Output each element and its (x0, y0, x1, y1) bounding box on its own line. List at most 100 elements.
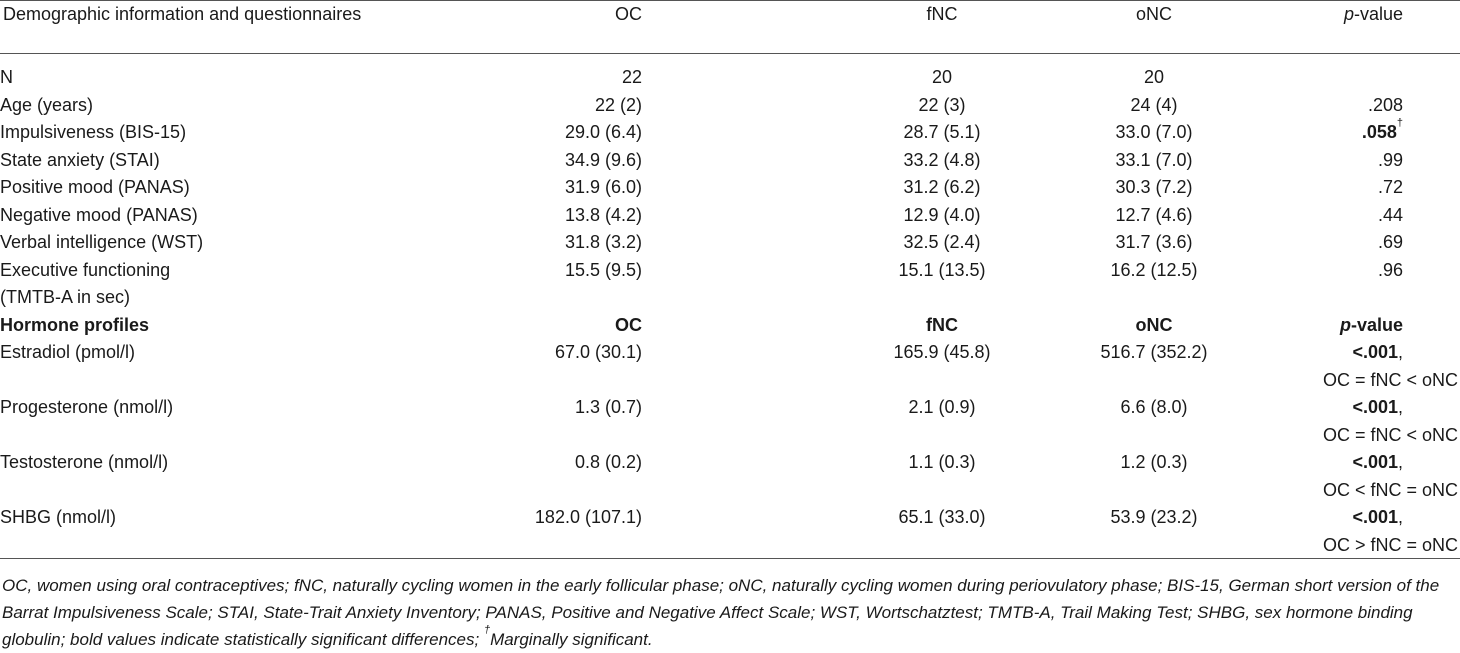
cell-p: <.001, OC > fNC = oNC (1256, 504, 1460, 561)
header-onc: oNC (1042, 0, 1256, 54)
p-value-bold: <.001 (1352, 507, 1398, 527)
table-row: Verbal intelligence (WST) 31.8 (3.2) 32.… (0, 229, 1460, 257)
table-header-row: Demographic information and questionnair… (0, 0, 1460, 54)
cell-onc: 16.2 (12.5) (1110, 259, 1198, 280)
section-header-onc: oNC (1135, 314, 1173, 335)
row-label: Age (years) (0, 94, 94, 115)
p-comparison: OC < fNC = oNC (1322, 479, 1458, 500)
cell-p: .208 (1367, 94, 1403, 115)
cell-onc: 20 (1143, 67, 1165, 87)
cell-fnc: 33.2 (4.8) (903, 149, 981, 170)
cell-oc: 15.5 (9.5) (564, 259, 642, 280)
cell-p: .44 (1377, 204, 1403, 225)
cell-p: .96 (1377, 259, 1403, 280)
header-fnc: fNC (842, 0, 1042, 54)
cell-onc: 33.1 (7.0) (1115, 149, 1193, 170)
section-header-row: Hormone profiles OC fNC oNC p-value (0, 312, 1460, 340)
demographics-table: Demographic information and questionnair… (0, 0, 1460, 561)
cell-fnc: 165.9 (45.8) (893, 342, 991, 362)
cell-p: .058† (1256, 117, 1460, 147)
row-label: Progesterone (nmol/l) (0, 397, 174, 417)
cell-fnc: 31.2 (6.2) (903, 177, 981, 197)
cell-onc: 31.7 (3.6) (1115, 232, 1193, 252)
header-p-value: p-value (1256, 0, 1460, 54)
cell-oc: 31.8 (3.2) (564, 232, 642, 252)
table-row: Progesterone (nmol/l) 1.3 (0.7) 2.1 (0.9… (0, 394, 1460, 449)
table-row: Estradiol (pmol/l) 67.0 (30.1) 165.9 (45… (0, 339, 1460, 394)
cell-oc: 34.9 (9.6) (564, 149, 642, 170)
cell-fnc: 1.1 (0.3) (908, 452, 976, 472)
cell-onc: 33.0 (7.0) (1115, 122, 1193, 142)
p-value-bold: .058 (1361, 122, 1397, 142)
p-value-bold: <.001 (1352, 397, 1398, 417)
table-row: Impulsiveness (BIS-15) 29.0 (6.4) 28.7 (… (0, 117, 1460, 147)
row-label: Verbal intelligence (WST) (0, 232, 204, 252)
table-row: Executive functioning (TMTB-A in sec) 15.… (0, 257, 1460, 312)
header-demographics: Demographic information and questionnair… (0, 0, 402, 54)
table-row: SHBG (nmol/l) 182.0 (107.1) 65.1 (33.0) … (0, 504, 1460, 561)
cell-onc: 30.3 (7.2) (1115, 177, 1193, 197)
cell-fnc: 12.9 (4.0) (903, 204, 981, 225)
cell-oc: 13.8 (4.2) (564, 204, 642, 225)
cell-fnc: 32.5 (2.4) (903, 232, 981, 252)
table-row: Positive mood (PANAS) 31.9 (6.0) 31.2 (6… (0, 174, 1460, 202)
row-label: Positive mood (PANAS) (0, 177, 190, 197)
footnote-dagger: † (483, 624, 491, 636)
section-hormone-profiles: Hormone profiles (0, 314, 150, 335)
table-row: N 22 20 20 (0, 54, 1460, 92)
p-comparison: OC = fNC < oNC (1322, 424, 1458, 445)
p-value-bold: <.001 (1352, 452, 1398, 472)
row-label-line1: Executive functioning (0, 259, 171, 280)
table-row: Testosterone (nmol/l) 0.8 (0.2) 1.1 (0.3… (0, 449, 1460, 504)
header-oc: OC (402, 0, 842, 54)
cell-oc: 31.9 (6.0) (564, 177, 642, 197)
cell-onc: 6.6 (8.0) (1120, 397, 1188, 417)
table-row: Negative mood (PANAS) 13.8 (4.2) 12.9 (4… (0, 202, 1460, 230)
p-comparison: OC > fNC = oNC (1322, 534, 1458, 555)
section-header-fnc: fNC (926, 314, 958, 335)
cell-onc: 53.9 (23.2) (1110, 507, 1198, 527)
table-footnote: OC, women using oral contraceptives; fNC… (2, 572, 1458, 653)
footnote-text: OC, women using oral contraceptives; fNC… (2, 576, 1440, 649)
row-label: Executive functioning (TMTB-A in sec) (0, 257, 402, 312)
cell-oc: 22 (2) (594, 94, 642, 115)
dagger-mark: † (1396, 117, 1403, 129)
p-comparison: OC = fNC < oNC (1322, 369, 1458, 390)
section-header-p-value: p-value (1339, 314, 1403, 335)
cell-oc: 22 (621, 67, 642, 87)
cell-oc: 1.3 (0.7) (574, 397, 642, 417)
cell-oc: 67.0 (30.1) (554, 342, 642, 362)
section-header-oc: OC (615, 314, 642, 335)
row-label: Estradiol (pmol/l) (0, 342, 136, 362)
cell-onc: 12.7 (4.6) (1115, 204, 1193, 225)
cell-oc: 29.0 (6.4) (564, 122, 642, 142)
cell-fnc: 2.1 (0.9) (908, 397, 976, 417)
cell-onc: 516.7 (352.2) (1100, 342, 1208, 362)
row-label: SHBG (nmol/l) (0, 507, 117, 527)
cell-onc: 1.2 (0.3) (1120, 452, 1188, 472)
cell-p: <.001, OC = fNC < oNC (1256, 394, 1460, 449)
footnote-tail: Marginally significant. (490, 630, 653, 649)
cell-fnc: 28.7 (5.1) (903, 122, 981, 142)
cell-fnc: 22 (3) (918, 94, 966, 115)
row-label: Impulsiveness (BIS-15) (0, 122, 187, 142)
table-row: State anxiety (STAI) 34.9 (9.6) 33.2 (4.… (0, 147, 1460, 175)
cell-p: .99 (1377, 149, 1403, 170)
cell-onc: 24 (4) (1130, 94, 1178, 115)
cell-p: .72 (1377, 177, 1403, 197)
row-label: State anxiety (STAI) (0, 149, 160, 170)
p-value-bold: <.001 (1352, 342, 1398, 362)
cell-fnc: 15.1 (13.5) (898, 259, 986, 280)
row-label-line2: (TMTB-A in sec) (0, 287, 131, 307)
cell-p: <.001, OC = fNC < oNC (1256, 339, 1460, 394)
cell-oc: 0.8 (0.2) (574, 452, 642, 472)
row-label: Negative mood (PANAS) (0, 204, 198, 225)
table-bottom-rule (0, 558, 1460, 559)
cell-oc: 182.0 (107.1) (534, 507, 642, 527)
table-row: Age (years) 22 (2) 22 (3) 24 (4) .208 (0, 92, 1460, 120)
cell-p: .69 (1377, 232, 1403, 252)
row-label: N (0, 67, 13, 87)
cell-fnc: 65.1 (33.0) (898, 507, 986, 527)
cell-p: <.001, OC < fNC = oNC (1256, 449, 1460, 504)
